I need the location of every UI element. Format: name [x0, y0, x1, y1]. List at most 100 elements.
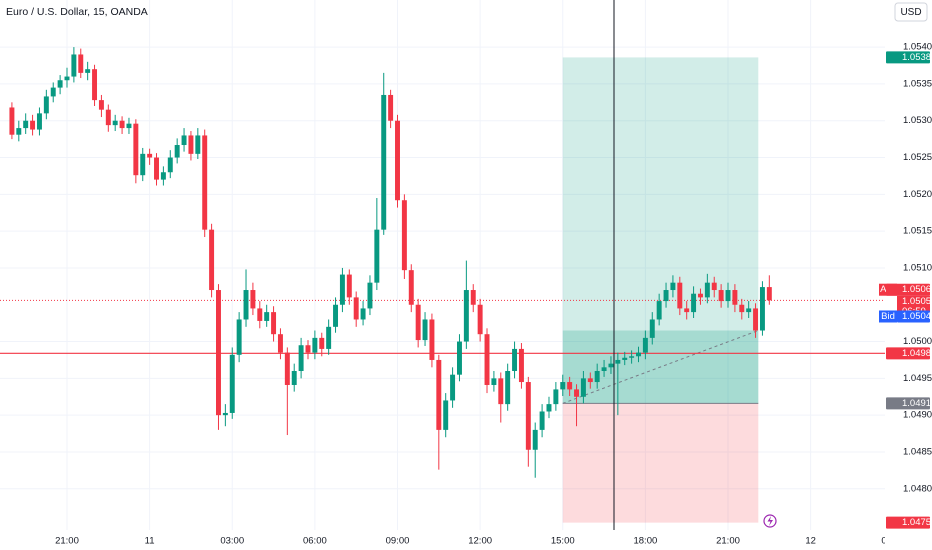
candle-body — [753, 308, 759, 331]
last-label: 1.05056 — [902, 296, 932, 307]
candle-body — [243, 290, 249, 320]
candle-body — [594, 371, 600, 383]
candle-body — [512, 348, 518, 371]
candle-body — [215, 290, 221, 416]
x-tick-label: 03:00 — [881, 536, 905, 547]
candle-body — [346, 274, 352, 298]
candle-body — [229, 354, 235, 413]
candle-body — [360, 308, 366, 320]
candle-body — [677, 282, 683, 309]
candle-body — [388, 94, 394, 121]
candle-body — [78, 54, 84, 73]
y-tick-label: 1.05350 — [903, 78, 932, 89]
y-tick-label: 1.04850 — [903, 446, 932, 457]
y-tick-label: 1.04800 — [903, 483, 932, 494]
currency-label[interactable]: USD — [900, 7, 921, 18]
ask-label: 1.05065 — [902, 284, 932, 295]
candle-body — [9, 107, 15, 135]
entry-box — [886, 397, 930, 410]
candle-body — [477, 304, 483, 335]
candle-body — [691, 293, 697, 313]
candle-body — [353, 297, 359, 320]
alert-icon[interactable] — [763, 514, 777, 528]
candle-body — [98, 100, 104, 110]
candle-body — [567, 382, 573, 390]
x-tick-label: 11 — [145, 536, 155, 547]
candle-body — [484, 334, 490, 385]
bid-label: 1.05049 — [902, 311, 932, 322]
x-tick-label: 15:00 — [551, 536, 575, 547]
target-zone — [562, 57, 759, 404]
candle-body — [160, 172, 166, 180]
candle-body — [725, 290, 731, 302]
candle-body — [119, 120, 125, 129]
bid-name-box — [879, 310, 897, 323]
candle-body — [546, 404, 552, 412]
x-tick-label: 12 — [805, 536, 816, 547]
candle-body — [298, 345, 304, 371]
candle-body — [553, 389, 559, 405]
candle-body — [291, 371, 297, 385]
candle-body — [601, 367, 607, 371]
stop-zone — [562, 403, 759, 523]
stop-label: 1.04754 — [902, 517, 932, 528]
candle-body — [656, 301, 662, 320]
candle-body — [23, 120, 29, 129]
candle-body — [491, 378, 497, 385]
candle-body — [381, 94, 387, 230]
candle-body — [615, 359, 621, 364]
candle-body — [236, 319, 242, 355]
candle-body — [222, 412, 228, 416]
hline-label: 1.04984 — [902, 348, 932, 359]
currency-button[interactable] — [894, 2, 928, 22]
ask-box — [886, 283, 930, 296]
candle-body — [16, 128, 22, 135]
candle-body — [277, 334, 283, 353]
candle-body — [333, 304, 339, 327]
bid-box — [897, 310, 930, 323]
candle-body — [181, 135, 187, 146]
candle-body — [188, 135, 194, 154]
candle-body — [50, 87, 56, 97]
y-tick-label: 1.05000 — [903, 336, 932, 347]
y-tick-label: 1.05250 — [903, 152, 932, 163]
candle-body — [622, 357, 628, 360]
candle-body — [532, 429, 538, 450]
candle-body — [587, 378, 593, 383]
price-axis: 1.05400 1.05300 1.05200 1.05150 1.05100 1.050… — [879, 42, 932, 529]
y-tick-label: 1.05400 — [903, 42, 932, 53]
candle-body — [450, 374, 456, 401]
x-tick-label: 09:00 — [386, 536, 410, 547]
candle-body — [711, 282, 717, 291]
candle-body — [636, 352, 641, 357]
candle-body — [202, 135, 208, 230]
x-tick-label: 06:00 — [303, 536, 327, 547]
price-axis-panel — [885, 0, 932, 550]
candle-body — [43, 96, 49, 114]
candle-body — [154, 157, 159, 180]
candle-body — [167, 157, 173, 173]
candle-body — [704, 282, 710, 298]
candle-body — [649, 319, 655, 338]
candle-body — [580, 378, 586, 397]
candle-body — [443, 400, 449, 430]
candle-body — [195, 135, 201, 154]
candle-body — [759, 287, 765, 331]
y-tick-label: 1.04900 — [903, 410, 932, 421]
candle-body — [339, 274, 345, 305]
candle-body — [498, 378, 504, 405]
candle-body — [697, 293, 703, 298]
candle-body — [642, 337, 648, 353]
candle-body — [64, 76, 70, 81]
y-tick-label: 1.05150 — [903, 226, 932, 237]
candle-body — [429, 319, 435, 360]
candle-body — [746, 308, 752, 313]
candle-body — [670, 282, 676, 291]
candle-body — [732, 290, 738, 305]
y-tick-label: 1.04950 — [903, 373, 932, 384]
candle-body — [257, 308, 263, 321]
candle-body — [147, 153, 153, 158]
candle-body — [264, 312, 270, 321]
hline-box — [886, 347, 930, 360]
candle-body — [436, 359, 442, 430]
